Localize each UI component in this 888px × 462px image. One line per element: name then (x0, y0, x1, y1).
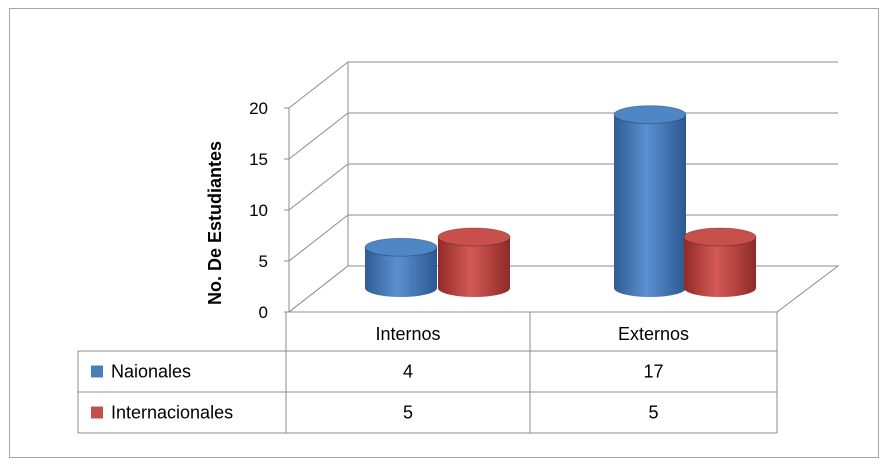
bar-Naionales-Externos (613, 105, 687, 297)
y-tick-label-5: 5 (259, 252, 268, 271)
data-label-Naionales-Internos: 4 (403, 362, 413, 382)
bar-top (613, 105, 687, 125)
bar-body (684, 237, 756, 297)
bar-Internacionales-Externos (683, 227, 757, 297)
gridline-20 (288, 61, 838, 109)
legend-label-Naionales: Naionales (111, 362, 191, 382)
y-tick-label-15: 15 (249, 150, 268, 169)
bar-Naionales-Internos (364, 237, 438, 297)
bar-top (437, 227, 511, 247)
bar-body (365, 247, 437, 297)
data-label-Internacionales-Internos: 5 (403, 403, 413, 423)
bars (364, 105, 757, 297)
y-tick-label-20: 20 (249, 99, 268, 118)
y-tick-label-0: 0 (259, 303, 268, 322)
x-tick-label-Internos: Internos (375, 324, 440, 344)
legend-swatch-Internacionales (91, 406, 103, 419)
bar-top (364, 237, 438, 257)
gridline-10 (288, 163, 838, 211)
y-axis-label: No. De Estudiantes (205, 141, 225, 305)
bar-Internacionales-Internos (437, 227, 511, 297)
bar-top (683, 227, 757, 247)
legend-label-Internacionales: Internacionales (111, 403, 233, 423)
gridline-15 (288, 112, 838, 160)
bar-body (614, 114, 686, 297)
data-label-Internacionales-Externos: 5 (648, 403, 658, 423)
x-tick-label-Externos: Externos (618, 324, 689, 344)
data-table: Internos Externos Naionales 4 17 Internaciona… (77, 311, 778, 434)
legend-swatch-Naionales (91, 365, 103, 378)
y-tick-label-10: 10 (249, 201, 268, 220)
data-label-Naionales-Externos: 17 (643, 362, 663, 382)
bar-body (438, 237, 510, 297)
y-axis: 0 5 10 15 20 (249, 99, 290, 322)
